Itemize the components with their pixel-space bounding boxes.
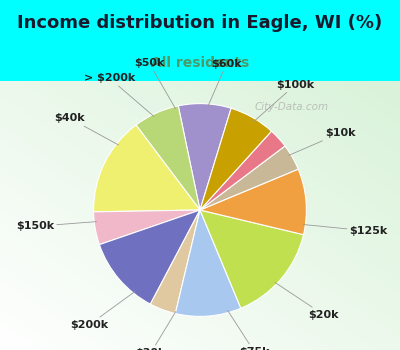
Wedge shape: [200, 169, 306, 234]
Text: $200k: $200k: [70, 292, 135, 330]
Text: $150k: $150k: [16, 221, 96, 231]
Text: Income distribution in Eagle, WI (%): Income distribution in Eagle, WI (%): [17, 14, 383, 32]
Text: > $200k: > $200k: [84, 73, 154, 117]
Wedge shape: [150, 210, 200, 314]
Wedge shape: [99, 210, 200, 304]
Text: $10k: $10k: [289, 128, 356, 155]
Text: $60k: $60k: [208, 58, 242, 106]
Text: City-Data.com: City-Data.com: [255, 103, 329, 112]
Text: $100k: $100k: [254, 80, 315, 121]
Text: $30k: $30k: [136, 312, 176, 350]
Text: $50k: $50k: [134, 58, 176, 108]
Wedge shape: [136, 106, 200, 210]
Text: All residents: All residents: [151, 56, 249, 70]
Text: $125k: $125k: [303, 224, 388, 236]
Wedge shape: [200, 210, 304, 308]
Text: $75k: $75k: [228, 310, 270, 350]
Wedge shape: [94, 210, 200, 245]
Wedge shape: [200, 131, 285, 210]
Wedge shape: [94, 125, 200, 212]
Wedge shape: [178, 104, 231, 210]
Text: $20k: $20k: [275, 282, 339, 320]
Wedge shape: [200, 146, 298, 210]
Text: $40k: $40k: [55, 113, 118, 145]
Wedge shape: [200, 108, 272, 210]
Wedge shape: [175, 210, 241, 316]
